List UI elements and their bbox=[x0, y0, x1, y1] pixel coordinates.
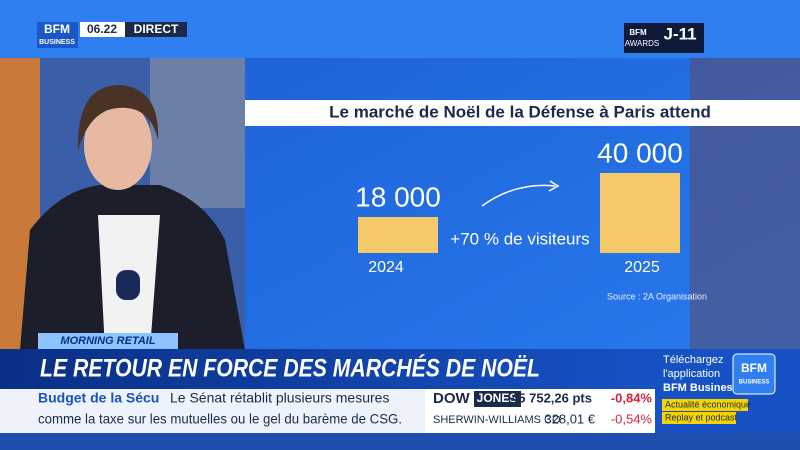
headline-band bbox=[0, 349, 655, 389]
promo-text: BFM Business bbox=[663, 382, 739, 394]
logo-bottom: BUSINESS bbox=[39, 39, 75, 46]
category-label: 2025 bbox=[624, 259, 660, 276]
promo-text: Téléchargez bbox=[663, 354, 724, 366]
microphone bbox=[116, 270, 140, 300]
promo-text: l'application bbox=[663, 368, 720, 380]
bar bbox=[600, 173, 680, 253]
ticker-text: comme la taxe sur les mutuelles ou le ge… bbox=[38, 411, 402, 427]
bar-chart: 18 000 2024 40 000 2025 bbox=[355, 137, 683, 276]
value-label: 18 000 bbox=[355, 181, 441, 212]
market-box bbox=[425, 389, 655, 433]
bar bbox=[358, 217, 438, 253]
promo-badge-box bbox=[662, 412, 736, 424]
arrow-head bbox=[548, 180, 560, 192]
promo-logo-bottom: BUSINESS bbox=[739, 380, 770, 386]
arrow bbox=[481, 184, 556, 207]
ticker-text: Le Sénat rétablit plusieurs mesures bbox=[170, 390, 389, 406]
category-label: 2024 bbox=[368, 259, 404, 276]
source: Source : 2A Organisation bbox=[607, 291, 707, 301]
promo-badge-box bbox=[662, 399, 748, 411]
ticker-box bbox=[0, 389, 425, 433]
market-value: 328,01 € bbox=[544, 411, 595, 426]
value-label: 40 000 bbox=[597, 137, 683, 168]
promo-logo-top: BFM bbox=[741, 361, 767, 375]
logo-top: BFM bbox=[44, 22, 70, 36]
promo-badge: Actualité économique bbox=[665, 399, 751, 409]
person-hair bbox=[78, 85, 159, 150]
ticker-topic: Budget de la Sécu bbox=[38, 390, 159, 406]
promo-logo bbox=[732, 353, 776, 395]
live-box bbox=[125, 22, 187, 37]
live: DIRECT bbox=[134, 22, 179, 36]
logo bbox=[37, 22, 78, 48]
person-face bbox=[84, 100, 152, 190]
headline: LE RETOUR EN FORCE DES MARCHÉS DE NOËL bbox=[40, 354, 540, 383]
show-tag-box bbox=[38, 333, 178, 349]
market-name-box bbox=[474, 391, 521, 407]
studio-screen bbox=[150, 58, 245, 208]
promo-badge: Replay et podcast bbox=[665, 412, 738, 422]
awards-top: BFM bbox=[629, 28, 647, 37]
show-tag: MORNING RETAIL bbox=[60, 335, 155, 347]
market-change: -0,84% bbox=[611, 390, 653, 405]
time-box bbox=[80, 22, 125, 37]
market-change: -0,54% bbox=[611, 411, 653, 426]
time: 06.22 bbox=[87, 22, 117, 36]
market-name: DOW bbox=[433, 390, 471, 407]
awards-bottom: AWARDS bbox=[625, 39, 660, 48]
market-name: SHERWIN-WILLIAMS CO bbox=[433, 414, 561, 426]
awards-box bbox=[624, 23, 704, 53]
bottom-strip bbox=[0, 433, 800, 450]
market-value: 45 752,26 pts bbox=[511, 390, 592, 405]
countdown: J-11 bbox=[663, 24, 696, 43]
market-name: JONES bbox=[477, 391, 518, 405]
annotation: +70 % de visiteurs bbox=[450, 229, 589, 248]
chart-title: Le marché de Noël de la Défense à Paris … bbox=[329, 102, 711, 121]
chart-title-band bbox=[245, 100, 800, 126]
